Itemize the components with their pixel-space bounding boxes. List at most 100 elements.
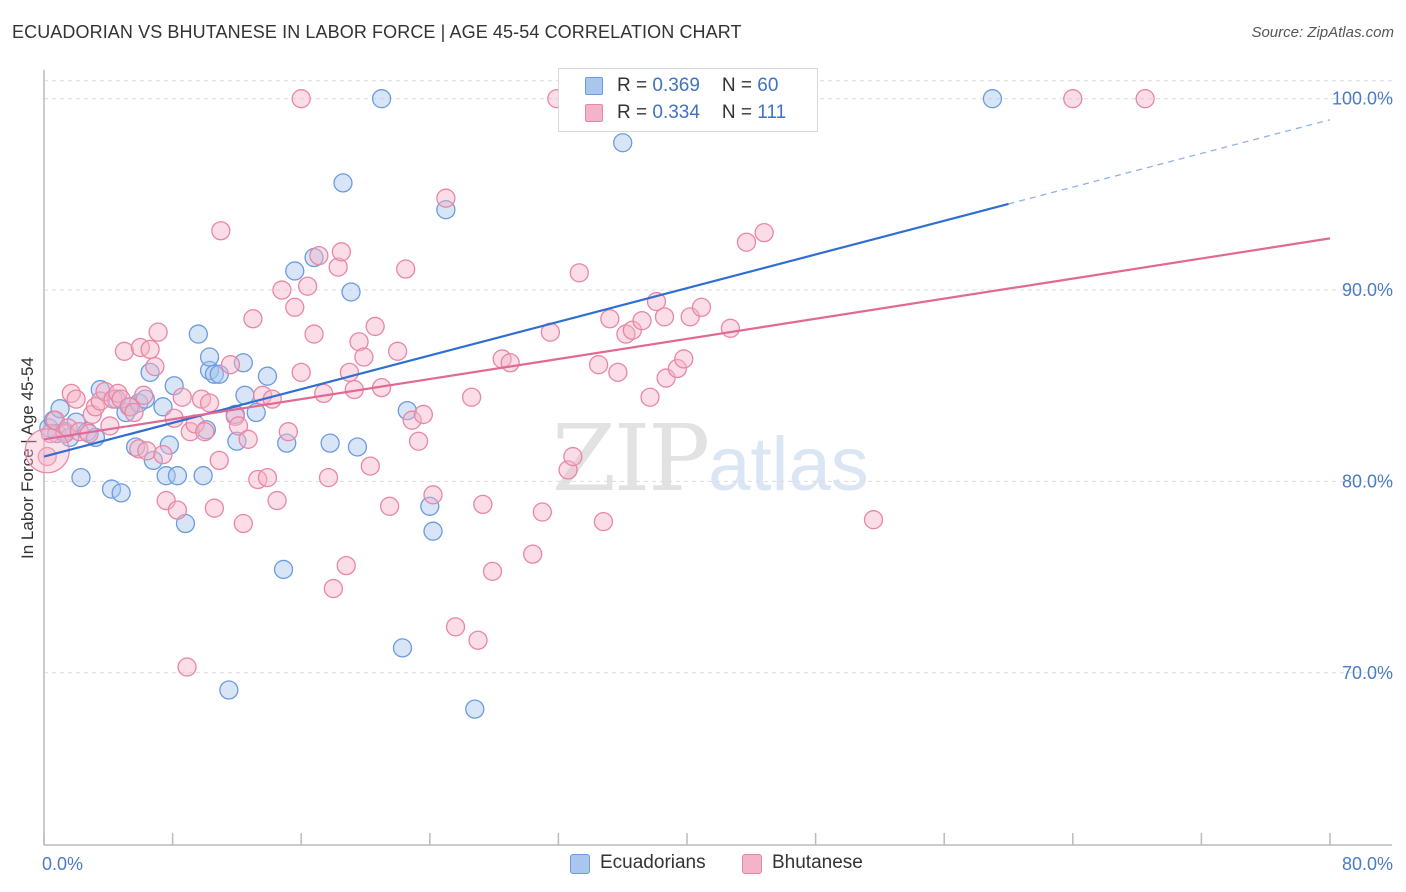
series-label-bhutanese: Bhutanese xyxy=(772,852,863,873)
data-point-bhutanese xyxy=(243,309,263,329)
y-tick-label: 100.0% xyxy=(1332,89,1393,109)
source-label: Source: ZipAtlas.com xyxy=(1251,24,1394,41)
data-point-bhutanese xyxy=(124,402,144,423)
data-point-bhutanese xyxy=(130,337,151,358)
correlation-legend: R = 0.369 N = 60 R = 0.334 N = 111 xyxy=(558,68,818,132)
data-point-ecuadorians xyxy=(285,261,305,281)
data-point-ecuadorians xyxy=(153,397,173,417)
legend-stats-ecuadorians: R = 0.369 N = 60 xyxy=(617,75,778,97)
data-point-bhutanese xyxy=(228,416,249,436)
legend-n-value: 60 xyxy=(757,75,779,96)
data-point-bhutanese xyxy=(667,358,688,379)
data-point-bhutanese xyxy=(272,280,292,300)
data-point-bhutanese xyxy=(220,355,241,375)
data-point-ecuadorians xyxy=(219,680,239,700)
data-point-bhutanese xyxy=(593,511,614,532)
data-point-bhutanese xyxy=(148,322,168,342)
data-point-bhutanese xyxy=(267,490,287,511)
data-point-ecuadorians xyxy=(392,638,413,658)
data-point-bhutanese xyxy=(209,450,229,471)
data-point-ecuadorians xyxy=(982,89,1003,109)
data-point-ecuadorians xyxy=(341,282,361,302)
data-point-bhutanese xyxy=(297,276,318,296)
data-point-bhutanese xyxy=(523,544,543,564)
data-point-bhutanese xyxy=(172,387,192,407)
data-point-ecuadorians xyxy=(159,435,180,455)
trendline-ecuadorians-extension xyxy=(1008,119,1331,205)
watermark-atlas: atlas xyxy=(708,422,869,507)
data-point-bhutanese xyxy=(379,496,400,516)
data-point-ecuadorians xyxy=(613,133,633,153)
legend-r-value: 0.369 xyxy=(652,75,700,96)
data-point-bhutanese xyxy=(473,494,493,515)
data-point-ecuadorians xyxy=(71,467,91,488)
legend-r-value: 0.334 xyxy=(652,102,700,123)
data-point-bhutanese xyxy=(211,221,231,241)
watermark: ZIPatlas xyxy=(552,405,869,512)
data-point-bhutanese xyxy=(114,341,135,361)
data-point-bhutanese xyxy=(323,578,344,599)
trendline-bhutanese xyxy=(43,237,1331,441)
series-swatch-bhutanese xyxy=(742,854,762,874)
trendline-ecuadorians xyxy=(43,202,1009,458)
data-point-bhutanese xyxy=(66,389,86,409)
data-point-ecuadorians xyxy=(199,347,220,367)
data-point-bhutanese xyxy=(720,318,741,338)
data-point-bhutanese xyxy=(248,469,268,490)
data-point-bhutanese xyxy=(863,510,884,530)
data-point-bhutanese xyxy=(100,416,120,436)
data-point-ecuadorians xyxy=(246,402,266,423)
data-point-bhutanese xyxy=(145,356,165,377)
data-point-bhutanese xyxy=(318,467,339,488)
data-point-bhutanese xyxy=(278,422,298,442)
data-point-bhutanese xyxy=(134,385,154,405)
data-point-bhutanese xyxy=(754,223,774,243)
data-point-bhutanese xyxy=(129,439,149,459)
data-point-bhutanese xyxy=(1063,89,1083,109)
x-tick-label: 0.0% xyxy=(42,854,83,874)
series-swatch-ecuadorians xyxy=(570,854,590,874)
data-point-ecuadorians xyxy=(257,366,278,386)
data-point-bhutanese xyxy=(640,387,660,407)
legend-swatch-bhutanese xyxy=(585,104,603,122)
data-point-bhutanese xyxy=(238,429,258,449)
data-point-bhutanese xyxy=(482,561,503,582)
y-axis-label: In Labor Force | Age 45-54 xyxy=(18,357,37,559)
data-point-bhutanese xyxy=(1135,89,1155,109)
data-point-ecuadorians xyxy=(397,400,417,421)
data-point-bhutanese xyxy=(408,431,429,451)
data-point-bhutanese xyxy=(532,502,552,522)
data-point-bhutanese xyxy=(445,617,466,637)
data-point-ecuadorians xyxy=(347,437,368,457)
data-point-ecuadorians xyxy=(193,466,213,486)
data-point-ecuadorians xyxy=(204,364,225,384)
data-point-bhutanese xyxy=(423,485,443,505)
data-point-bhutanese xyxy=(167,500,188,520)
data-point-bhutanese xyxy=(461,387,482,407)
data-point-bhutanese xyxy=(569,263,589,283)
series-label-ecuadorians: Ecuadorians xyxy=(600,852,706,873)
data-point-ecuadorians xyxy=(333,173,353,193)
legend-n-value: 111 xyxy=(757,102,787,123)
data-point-ecuadorians xyxy=(101,479,122,499)
data-point-bhutanese xyxy=(291,362,311,382)
x-tick-label: 80.0% xyxy=(1342,854,1393,874)
chart-title: ECUADORIAN VS BHUTANESE IN LABOR FORCE |… xyxy=(12,22,742,42)
data-point-ecuadorians xyxy=(320,433,340,453)
data-point-bhutanese xyxy=(204,498,225,518)
data-point-ecuadorians xyxy=(423,521,443,541)
data-point-bhutanese xyxy=(111,389,131,409)
data-point-ecuadorians xyxy=(188,324,208,344)
data-point-bhutanese xyxy=(354,347,374,367)
data-point-bhutanese xyxy=(396,259,416,279)
data-point-bhutanese xyxy=(632,311,652,331)
data-point-bhutanese xyxy=(328,257,348,277)
legend-r-label: R = xyxy=(617,102,653,123)
data-point-ecuadorians xyxy=(167,466,188,486)
data-point-bhutanese xyxy=(413,404,434,425)
data-point-bhutanese xyxy=(736,232,757,252)
data-point-bhutanese xyxy=(257,467,278,488)
data-point-bhutanese xyxy=(402,410,422,430)
data-point-ecuadorians xyxy=(465,699,485,719)
